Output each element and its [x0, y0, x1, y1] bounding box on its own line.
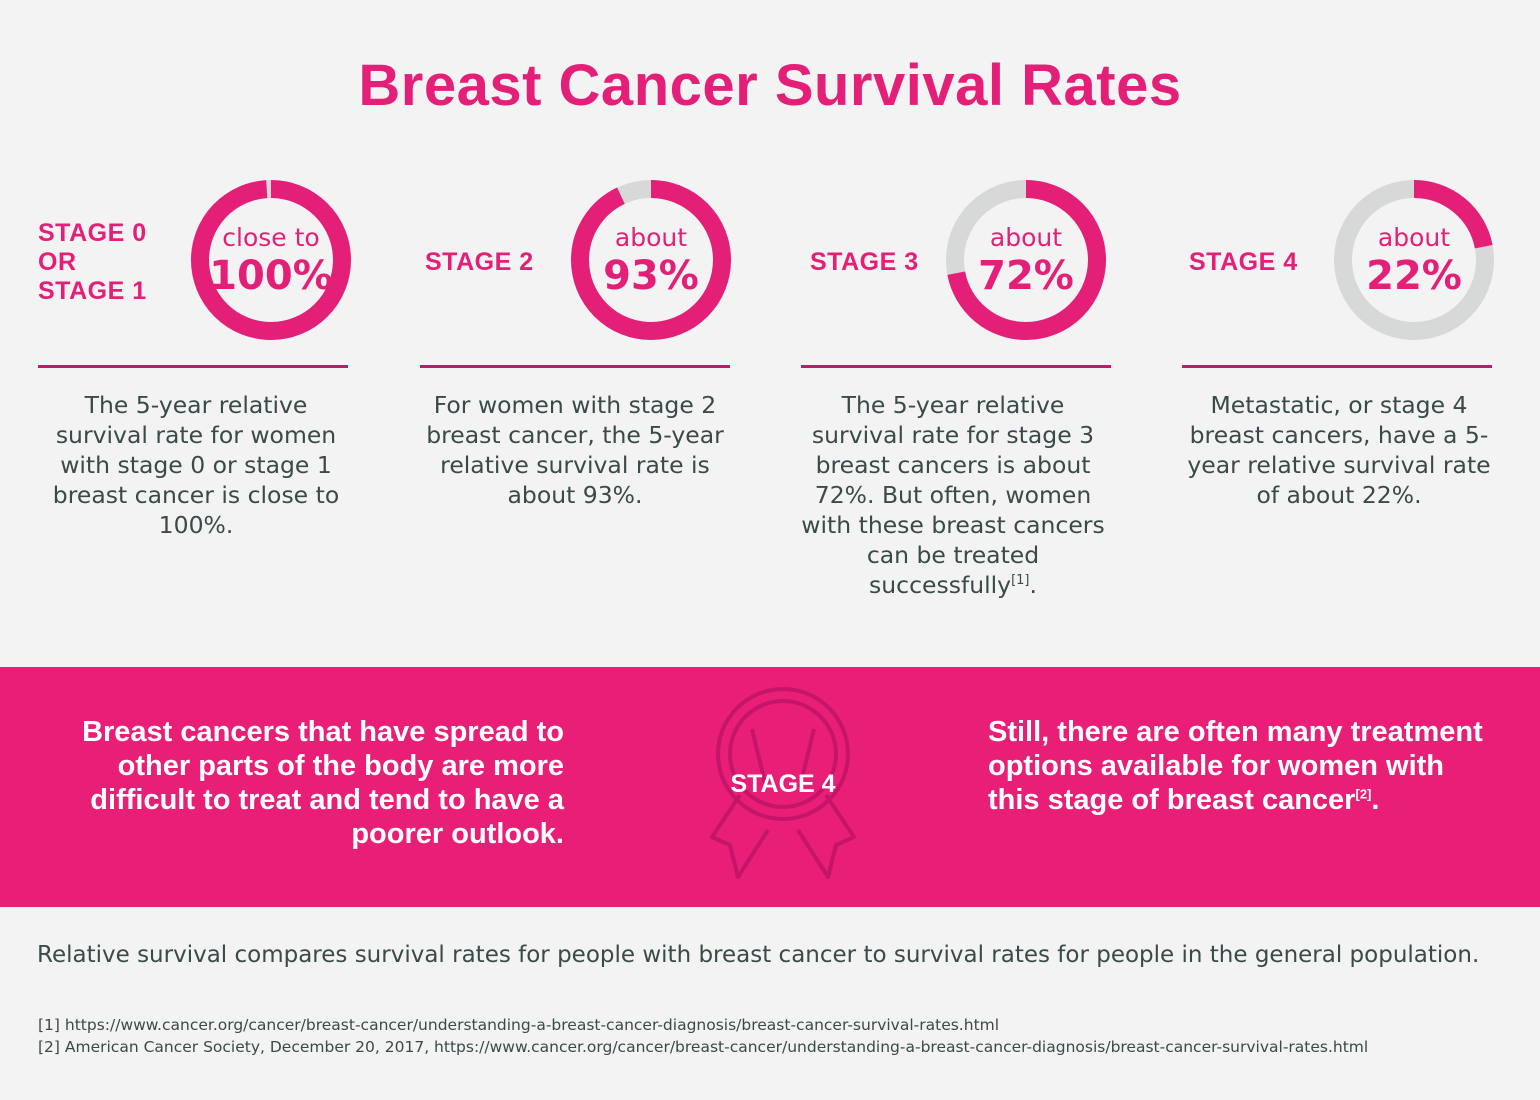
- ribbon-stage-label: STAGE 4: [730, 770, 836, 798]
- reference-item: [2] American Cancer Society, December 20…: [38, 1038, 1369, 1056]
- stage-label-line: STAGE 2: [425, 248, 534, 276]
- stage-description: Metastatic, or stage 4 breast cancers, h…: [1179, 390, 1499, 510]
- description-text: The 5-year relative survival rate for st…: [801, 391, 1105, 599]
- survival-ring: about 93%: [566, 175, 736, 345]
- reference-item: [1] https://www.cancer.org/cancer/breast…: [38, 1016, 1000, 1034]
- stage-label: STAGE 3: [810, 248, 919, 277]
- ring-graphic: [191, 180, 351, 340]
- citation-marker: [1]: [1011, 573, 1030, 589]
- description-suffix: .: [1029, 571, 1037, 599]
- ring-graphic: [946, 180, 1106, 340]
- banner-left-text: Breast cancers that have spread to other…: [82, 716, 564, 850]
- ring-qualifier: about: [614, 223, 688, 252]
- description-text: Metastatic, or stage 4 breast cancers, h…: [1187, 391, 1491, 509]
- ring-qualifier: about: [989, 223, 1063, 252]
- banner-right-suffix: .: [1371, 784, 1380, 816]
- stage-label-line: STAGE 1: [38, 277, 147, 305]
- stage-label: STAGE 4: [1189, 248, 1298, 277]
- stage-label-line: STAGE 3: [810, 248, 919, 276]
- divider: [801, 365, 1111, 368]
- banner-right-text: Still, there are often many treatment op…: [988, 715, 1488, 817]
- ring-progress-arc: [1334, 180, 1494, 340]
- divider: [420, 365, 730, 368]
- stage-description: For women with stage 2 breast cancer, th…: [415, 390, 735, 510]
- description-text: The 5-year relative survival rate for wo…: [52, 391, 340, 539]
- page-title: Breast Cancer Survival Rates: [358, 53, 1182, 118]
- ring-percent: 22%: [1366, 253, 1462, 299]
- references: [1] https://www.cancer.org/cancer/breast…: [38, 1014, 1518, 1058]
- survival-ring: about 72%: [941, 175, 1111, 345]
- ring-qualifier: about: [1377, 223, 1451, 252]
- divider: [1182, 365, 1492, 368]
- ring-percent: 93%: [603, 253, 699, 299]
- stage-label: STAGE 2: [425, 248, 534, 277]
- citation-marker: [2]: [1355, 786, 1372, 802]
- stage-description: The 5-year relative survival rate for wo…: [36, 390, 356, 540]
- divider: [38, 365, 348, 368]
- awareness-ribbon-icon: [710, 687, 856, 879]
- survival-ring: about 22%: [1329, 175, 1499, 345]
- stage-4-banner: Breast cancers that have spread to other…: [0, 667, 1540, 907]
- stage-description: The 5-year relative survival rate for st…: [793, 390, 1113, 600]
- banner-right-body: Still, there are often many treatment op…: [988, 716, 1483, 816]
- stage-label: STAGE 0 OR STAGE 1: [38, 219, 147, 306]
- ring-percent: 72%: [978, 253, 1074, 299]
- relative-survival-note: Relative survival compares survival rate…: [37, 942, 1480, 968]
- ring-graphic: [1334, 180, 1494, 340]
- survival-ring: close to 100%: [186, 175, 356, 345]
- description-text: For women with stage 2 breast cancer, th…: [426, 391, 724, 509]
- stage-label-line: STAGE 0: [38, 219, 147, 247]
- ring-progress-arc: [571, 180, 731, 340]
- stage-label-line: OR: [38, 248, 77, 276]
- ring-graphic: [571, 180, 731, 340]
- stage-label-line: STAGE 4: [1189, 248, 1298, 276]
- ring-progress-arc: [191, 180, 351, 340]
- ring-progress-arc: [946, 180, 1106, 340]
- ring-qualifier: close to: [222, 223, 320, 252]
- ring-percent: 100%: [209, 253, 333, 299]
